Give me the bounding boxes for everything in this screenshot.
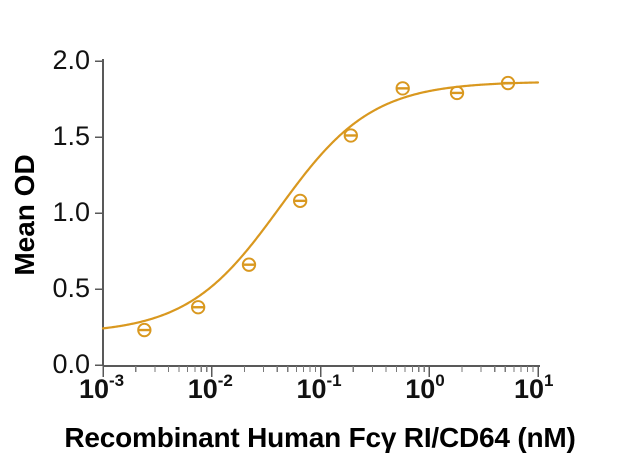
data-point: [449, 85, 465, 101]
x-axis-ticks: [102, 366, 539, 377]
x-tick-exponent: -1: [327, 371, 342, 390]
x-tick-label-10^-1: 10 -1: [296, 371, 341, 404]
data-point: [395, 81, 410, 96]
x-tick-mantissa: 10: [79, 374, 109, 404]
axis-lines: [102, 59, 540, 367]
x-tick-mantissa: 10: [296, 374, 326, 404]
data-point: [241, 257, 257, 272]
x-tick-label-10^-2: 10 -2: [188, 371, 233, 404]
fit-curve: [101, 81, 540, 330]
x-tick-label-10^0: 10 0: [405, 371, 444, 404]
y-tick-label-0.0: 0.0: [52, 349, 90, 379]
y-axis-ticks: [95, 60, 103, 366]
x-tick-exponent: 1: [544, 371, 553, 390]
marker-circle: [343, 128, 358, 143]
x-tick-label-10^-3: 10 -3: [79, 371, 124, 404]
x-axis-tick-labels: 10 -3 10 -2 10 -1 10 0 10 1: [79, 371, 553, 404]
data-point: [191, 300, 206, 315]
marker-circle: [292, 193, 308, 208]
marker-circle: [241, 257, 257, 272]
x-tick-label-10^1: 10 1: [514, 371, 553, 404]
data-point: [292, 193, 308, 208]
marker-circle: [449, 85, 465, 101]
y-tick-label-1.5: 1.5: [52, 121, 90, 151]
y-axis-tick-labels: 2.0 1.5 1.0 0.5 0.0: [52, 45, 90, 379]
marker-circle: [500, 75, 516, 91]
x-tick-mantissa: 10: [405, 374, 435, 404]
x-tick-exponent: 0: [435, 371, 444, 390]
data-point: [500, 75, 516, 91]
data-point: [343, 128, 358, 143]
x-axis-title: Recombinant Human Fcγ RI/CD64 (nM): [64, 422, 575, 453]
marker-circle: [395, 81, 410, 96]
marker-circle: [191, 300, 206, 315]
y-tick-label-2.0: 2.0: [52, 45, 90, 75]
marker-circle: [137, 322, 152, 338]
x-tick-exponent: -2: [218, 371, 233, 390]
y-tick-label-1.0: 1.0: [52, 197, 90, 227]
y-axis-title: Mean OD: [9, 154, 40, 275]
x-tick-mantissa: 10: [188, 374, 218, 404]
x-tick-exponent: -3: [109, 371, 124, 390]
data-point: [137, 322, 152, 338]
x-tick-mantissa: 10: [514, 374, 544, 404]
y-tick-label-0.5: 0.5: [52, 273, 90, 303]
data-markers: [137, 75, 516, 338]
